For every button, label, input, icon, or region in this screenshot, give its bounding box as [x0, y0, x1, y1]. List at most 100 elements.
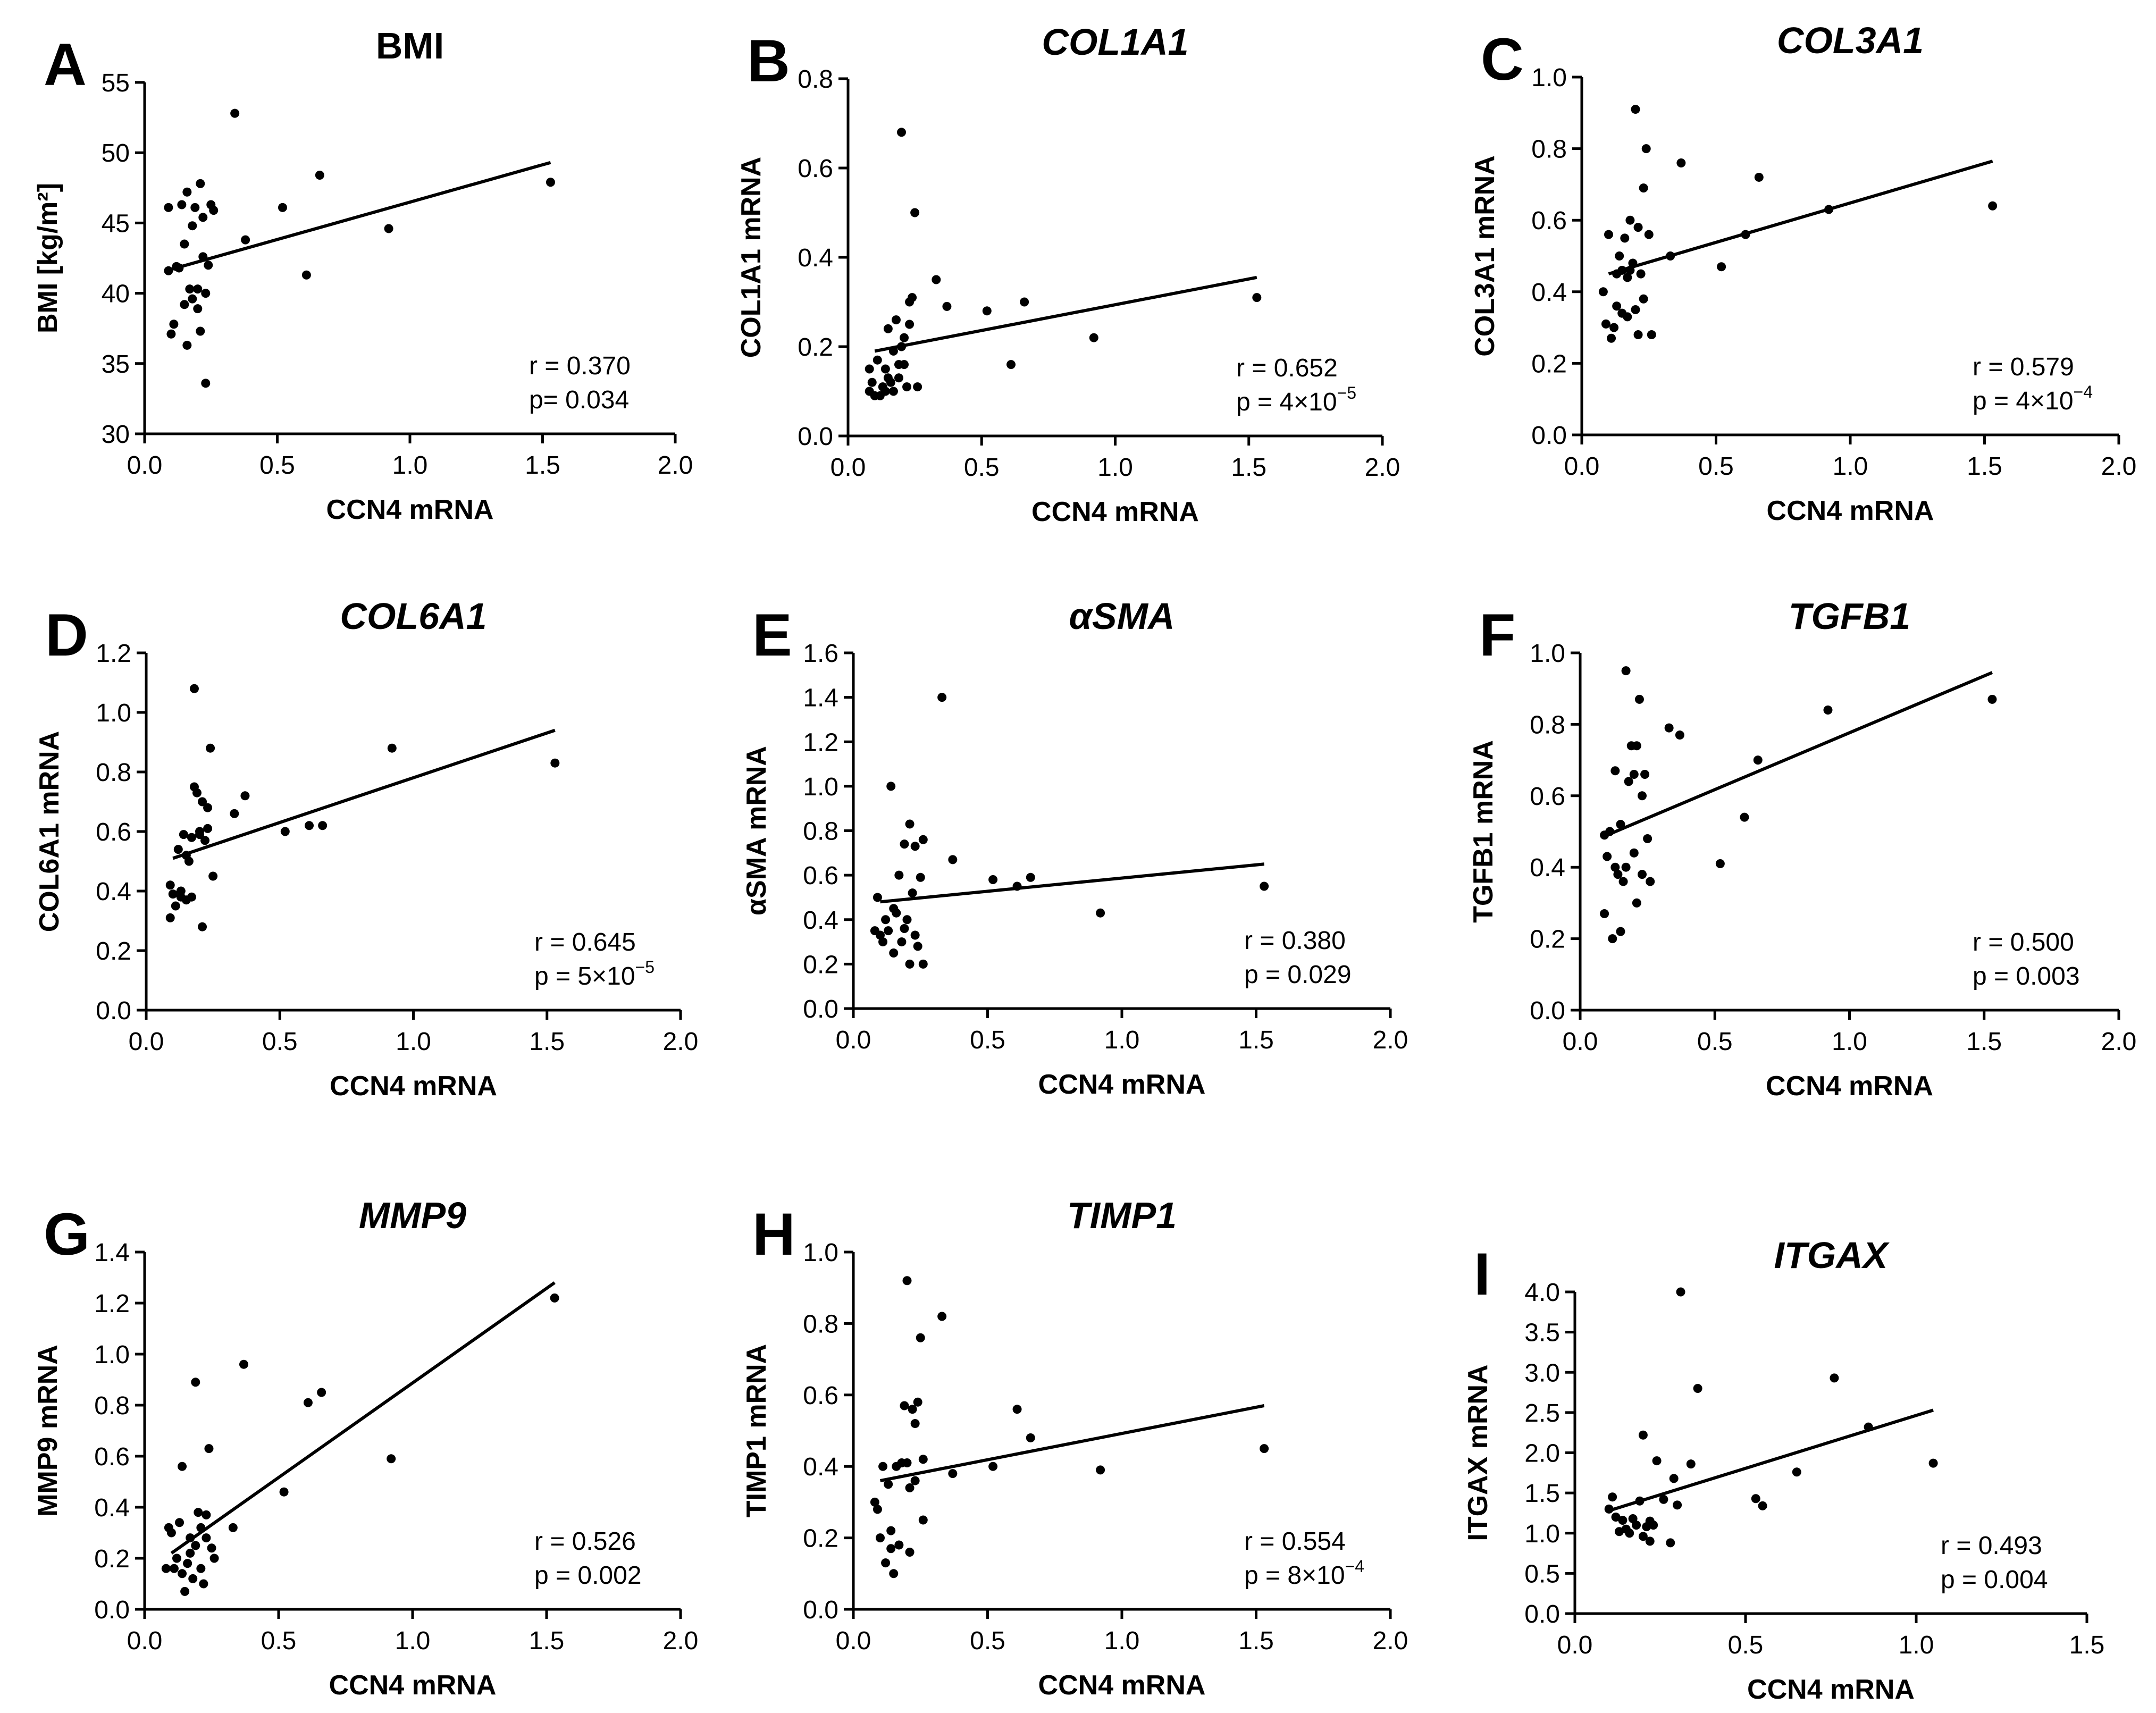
y-tick-label: 0.6 [1531, 207, 1567, 235]
y-tick-label: 2.5 [1524, 1399, 1560, 1428]
y-tick-label: 0.6 [803, 862, 838, 890]
y-tick-label: 1.4 [803, 684, 838, 712]
data-point [900, 923, 909, 933]
y-tick-label: 0.4 [96, 878, 131, 906]
data-point [1864, 1422, 1873, 1432]
data-point [202, 1510, 211, 1519]
r-value-text: r = 0.493 [1941, 1532, 2042, 1560]
data-point [1020, 297, 1029, 307]
data-point [1824, 205, 1834, 214]
data-point [1632, 741, 1641, 751]
data-point [175, 1518, 184, 1527]
data-point [883, 324, 893, 333]
panel-a: A BMI 0.0 0.5 1.0 1.5 2.0 30 35 40 45 50 55 CCN4 mRNA… [32, 25, 693, 525]
y-axis-label: TGFB1 mRNA [1468, 740, 1499, 923]
data-point [867, 377, 877, 387]
panel-letter: B [747, 28, 790, 94]
data-point [900, 839, 909, 849]
data-point [1615, 251, 1624, 261]
y-tick-label: 0.8 [803, 818, 838, 846]
data-point [865, 364, 874, 374]
data-point [200, 836, 210, 845]
data-point [186, 1548, 195, 1558]
data-point [1612, 301, 1622, 311]
data-point [387, 1454, 396, 1464]
x-tick-label: 1.5 [1238, 1627, 1274, 1655]
x-tick-label: 1.5 [1966, 1028, 2002, 1056]
data-point [1645, 1536, 1655, 1546]
data-point [196, 179, 205, 188]
panel-title: TIMP1 [1067, 1195, 1177, 1236]
x-tick-label: 0.0 [830, 454, 866, 482]
p-value-exponent: −4 [1345, 1557, 1364, 1576]
data-point [180, 300, 189, 309]
y-tick-label: 0.6 [1530, 783, 1565, 811]
data-point [886, 377, 895, 387]
data-point [186, 1533, 195, 1543]
data-point [1260, 881, 1269, 891]
p-value-exponent: −4 [2074, 382, 2093, 401]
regression-line [1608, 1408, 1934, 1513]
data-point [550, 758, 560, 768]
data-point [203, 824, 213, 833]
data-point [1610, 862, 1620, 872]
x-tick-label: 2.0 [663, 1627, 699, 1655]
data-point [900, 360, 909, 370]
y-axis-label: BMI [kg/m²] [32, 183, 63, 333]
data-point [280, 827, 290, 836]
r-value-text: r = 0.370 [529, 352, 631, 380]
data-point [240, 791, 250, 801]
data-point [913, 942, 922, 951]
panel-f: F TGFB1 0.0 0.5 1.0 1.5 2.0 0.0 0.2 0.4 0.6 0.8 1.0 C… [1468, 595, 2136, 1102]
y-tick-label: 0.2 [798, 333, 833, 362]
data-point [948, 1469, 958, 1479]
data-point [190, 203, 200, 212]
data-point [204, 1444, 214, 1454]
p-value-main: p= 0.034 [529, 386, 629, 414]
data-point [902, 1458, 912, 1467]
r-value-text: r = 0.500 [1973, 928, 2074, 956]
data-point [908, 888, 917, 898]
y-tick-label: 0.2 [94, 1545, 130, 1573]
data-point [910, 208, 920, 217]
data-point [1601, 319, 1610, 329]
data-point [193, 304, 203, 314]
p-value-main: p = 0.029 [1244, 961, 1352, 989]
data-point [884, 926, 893, 936]
x-tick-label: 0.0 [836, 1026, 871, 1054]
data-point [189, 684, 199, 693]
data-point [1649, 1521, 1658, 1530]
regression-line [880, 862, 1264, 904]
data-point [905, 1483, 915, 1493]
y-tick-label: 0.0 [1531, 422, 1567, 450]
data-point [932, 275, 941, 284]
data-point [317, 1388, 326, 1397]
data-point [913, 382, 922, 392]
data-point [894, 373, 903, 383]
panel-letter: I [1474, 1241, 1490, 1307]
data-point [1643, 834, 1652, 843]
y-tick-label: 0.2 [96, 937, 131, 965]
data-point [198, 922, 207, 931]
x-tick-label: 1.0 [1104, 1026, 1140, 1054]
data-point [894, 870, 904, 880]
data-point [1639, 183, 1648, 193]
data-point [198, 797, 207, 807]
x-tick-label: 2.0 [2101, 452, 2137, 481]
data-point [900, 333, 909, 342]
data-point [1608, 934, 1617, 944]
data-point [937, 1312, 947, 1321]
data-point [1676, 158, 1686, 168]
data-point [166, 329, 176, 339]
data-point [1638, 1430, 1648, 1440]
panel-title: BMI [376, 25, 444, 66]
panel-title: COL6A1 [340, 595, 486, 637]
y-tick-label: 1.0 [1530, 640, 1565, 668]
data-point [1623, 273, 1632, 282]
data-point [1600, 909, 1609, 919]
data-point [169, 1564, 179, 1573]
data-point [881, 915, 891, 925]
data-point [201, 379, 211, 388]
